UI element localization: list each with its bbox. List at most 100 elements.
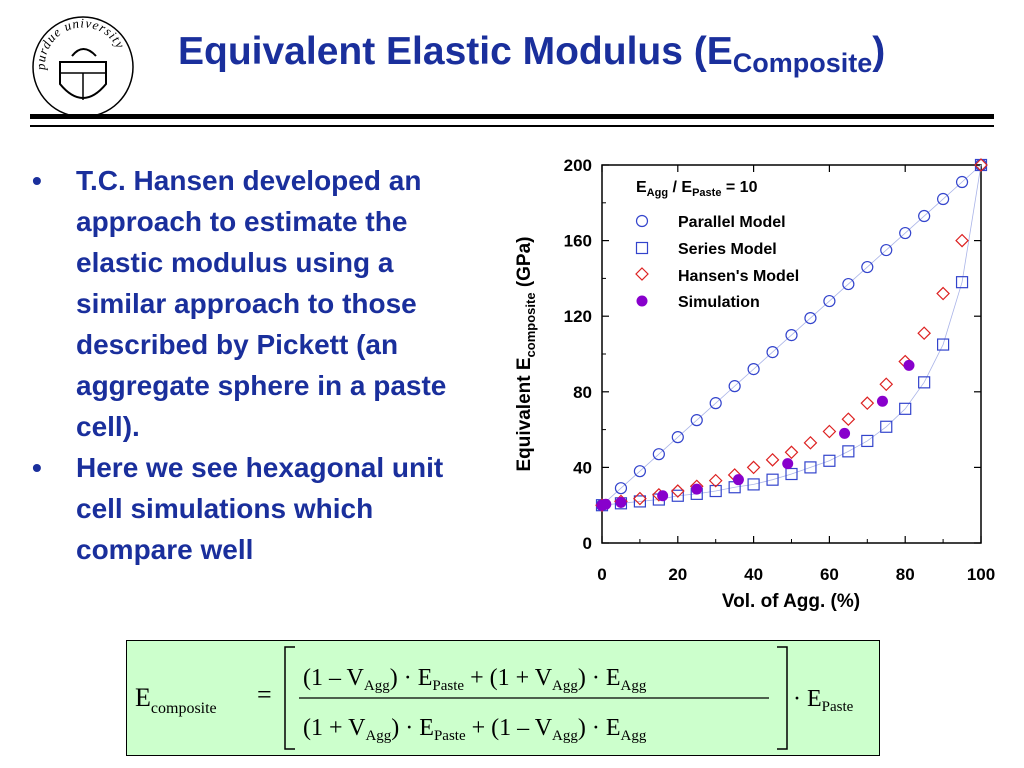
parallel-model-point — [728, 380, 741, 393]
series-model-point — [918, 376, 931, 389]
y-axis-ticks: 0 40 80 120 160 200 — [564, 156, 981, 553]
parallel-model-point — [747, 363, 760, 376]
legend-label: Simulation — [678, 294, 760, 311]
model-guide-0 — [601, 164, 982, 506]
title-rule-thin — [30, 125, 994, 127]
x-tick-label: 60 — [820, 565, 839, 584]
title-main: Equivalent Elastic Modulus (E — [178, 30, 733, 73]
hansen-model-point — [822, 424, 837, 439]
y-tick-label: 40 — [573, 458, 592, 477]
y-tick-label: 200 — [564, 156, 592, 175]
legend-entry-simulation: Simulation — [636, 294, 760, 311]
title-close: ) — [872, 30, 886, 73]
series-model-point — [899, 402, 912, 415]
parallel-model-point — [766, 346, 779, 359]
hansen-model-point — [633, 491, 647, 506]
hansen-model-point — [936, 286, 950, 301]
parallel-model-point — [918, 209, 931, 223]
title-rule-thick — [30, 114, 994, 119]
hansen-model-point — [879, 377, 894, 392]
legend-marker — [636, 295, 648, 307]
data-markers — [595, 158, 988, 513]
bullet-text: T.C. Hansen developed an approach to est… — [76, 165, 447, 442]
ratio-annotation: EAgg / EPaste = 10 — [636, 179, 758, 199]
right-bracket — [777, 646, 788, 750]
hansen-model-point — [765, 452, 780, 467]
parallel-model-point — [804, 311, 817, 325]
simulation-point — [876, 395, 888, 407]
simulation-point — [732, 474, 744, 486]
simulation-point — [782, 458, 794, 470]
hansen-model-point — [917, 326, 931, 341]
y-tick-label: 0 — [583, 534, 592, 553]
parallel-model-point — [899, 226, 912, 240]
parallel-model-point — [633, 465, 646, 478]
title-subscript: Composite — [732, 48, 873, 78]
hansen-model-point — [784, 445, 799, 460]
legend-entry-parallel: Parallel Model — [635, 214, 786, 231]
elastic-modulus-chart: 0 40 80 120 160 200 0 20 40 60 80 100 Equivalent E… — [514, 156, 995, 612]
bullet-list: • T.C. Hansen developed an approach to es… — [20, 160, 460, 570]
parallel-model-point — [955, 175, 969, 189]
hansen-formula-box: Ecomposite = (1 – VAgg) · EPaste + (1 + … — [126, 640, 880, 756]
series-model-point — [842, 445, 855, 458]
legend-marker — [635, 214, 649, 228]
legend-label: Series Model — [678, 241, 777, 258]
legend-marker — [635, 241, 649, 255]
series-model-point — [671, 489, 684, 502]
series-model-point — [747, 478, 760, 491]
chart-legend: Parallel Model Series Model Hansen's Mod… — [635, 214, 799, 311]
y-label-main: Equivalent E — [514, 357, 535, 471]
parallel-model-point — [671, 431, 684, 444]
formula-tail: · EPaste — [793, 686, 854, 715]
hansen-model-point — [746, 460, 761, 475]
y-tick-label: 160 — [564, 232, 592, 251]
legend-label: Hansen's Model — [678, 268, 799, 285]
parallel-model-point — [842, 277, 855, 291]
bullet-item: • Here we see hexagonal unit cell simulat… — [20, 447, 460, 570]
series-model-point — [861, 434, 874, 448]
parallel-model-point — [690, 414, 703, 427]
x-tick-label: 0 — [597, 565, 606, 584]
series-model-point — [633, 495, 646, 508]
hansen-formula: Ecomposite = (1 – VAgg) · EPaste + (1 + … — [135, 646, 854, 750]
legend-entry-series: Series Model — [635, 241, 777, 258]
y-tick-label: 120 — [564, 307, 592, 326]
parallel-model-point — [937, 192, 950, 206]
y-tick-label: 80 — [573, 383, 592, 402]
y-label-sub: composite — [523, 292, 538, 357]
simulation-point — [839, 427, 851, 439]
hansen-model-point — [841, 412, 856, 427]
series-model-point — [880, 420, 893, 433]
parallel-model-point — [709, 397, 722, 410]
bullet-text: Here we see hexagonal unit cell simulati… — [76, 452, 444, 565]
x-axis-label: Vol. of Agg. (%) — [722, 591, 860, 612]
series-model-point — [766, 473, 779, 486]
series-model-point — [709, 484, 722, 498]
x-tick-label: 20 — [668, 565, 687, 584]
y-label-unit: (GPa) — [514, 237, 535, 293]
series-model-point — [804, 461, 817, 474]
purdue-seal-logo: purdue university — [32, 15, 134, 118]
legend-marker — [635, 267, 649, 281]
series-model-point — [937, 338, 950, 351]
x-tick-label: 80 — [896, 565, 915, 584]
legend-label: Parallel Model — [678, 214, 786, 231]
parallel-model-point — [861, 260, 874, 274]
hansen-model-point — [803, 435, 818, 450]
simulation-point — [600, 498, 612, 510]
parallel-model-point — [785, 329, 798, 342]
x-axis-ticks: 0 20 40 60 80 100 — [597, 165, 995, 584]
slide-title: Equivalent Elastic Modulus (EComposite) — [178, 30, 1008, 79]
formula-denominator: (1 + VAgg) · EPaste + (1 – VAgg) · EAgg — [303, 715, 647, 744]
x-tick-label: 100 — [967, 565, 995, 584]
left-bracket — [284, 646, 295, 750]
x-tick-label: 40 — [744, 565, 763, 584]
bullet-dot: • — [32, 452, 42, 483]
y-axis-label: Equivalent Ecomposite (GPa) — [514, 237, 538, 472]
series-model-point — [823, 454, 836, 467]
parallel-model-point — [614, 482, 628, 495]
hansen-model-point — [860, 396, 875, 410]
bullet-item: • T.C. Hansen developed an approach to es… — [20, 160, 460, 447]
hansen-model-point — [955, 233, 969, 248]
